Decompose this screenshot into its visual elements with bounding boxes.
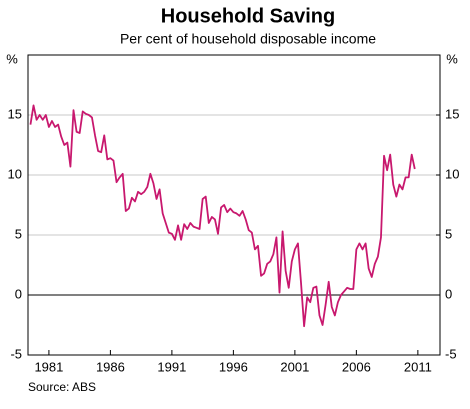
x-tick-label: 1981 [34, 359, 63, 374]
data-line [29, 104, 416, 328]
plot-frame [27, 54, 441, 356]
x-tick-label: 2001 [280, 359, 309, 374]
y-tick-label: 0 [15, 286, 22, 301]
y-tick-label: 5 [15, 226, 22, 241]
y-axis-unit: % [6, 51, 18, 66]
chart-title: Household Saving [161, 5, 335, 27]
x-tick-label: 1996 [219, 359, 248, 374]
y2-tick-label: 5 [445, 226, 452, 241]
y-tick-label: 10 [8, 166, 22, 181]
x-tick-label: 2011 [404, 359, 432, 374]
x-tick-label: 1991 [157, 359, 186, 374]
y2-tick-label: 15 [445, 106, 459, 121]
source-note: Source: ABS [28, 380, 96, 394]
x-tick-label: 2006 [342, 359, 371, 374]
y2-tick-label: 0 [445, 286, 452, 301]
y-tick-label: -5 [10, 346, 22, 361]
y2-tick-label: 10 [445, 166, 459, 181]
chart-subtitle: Per cent of household disposable income [120, 31, 376, 47]
y2-axis-unit: % [446, 51, 458, 66]
x-tick-label: 1986 [96, 359, 125, 374]
y-tick-label: 15 [8, 106, 22, 121]
y2-tick-label: -5 [445, 346, 457, 361]
